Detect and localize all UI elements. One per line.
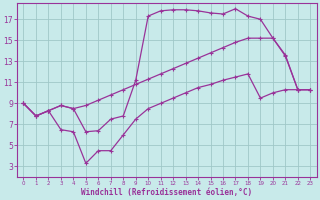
- X-axis label: Windchill (Refroidissement éolien,°C): Windchill (Refroidissement éolien,°C): [81, 188, 252, 197]
